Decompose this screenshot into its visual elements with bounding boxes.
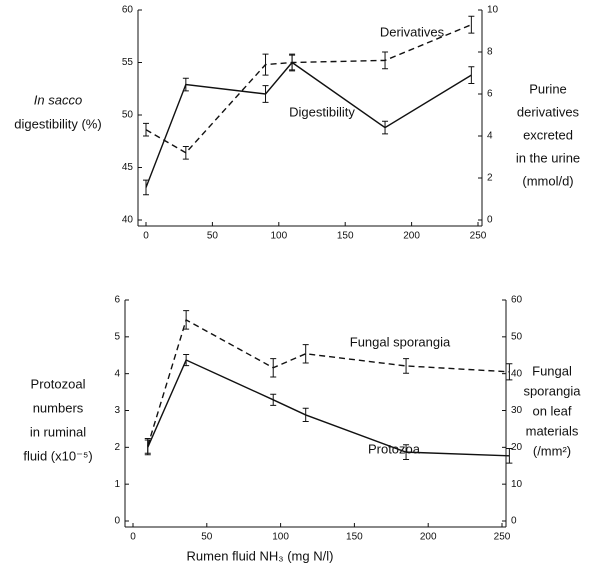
x-tick-label: 0: [143, 231, 149, 242]
x-tick-label: 100: [270, 231, 287, 242]
y-tick-label: 55: [122, 57, 134, 68]
x-tick-label: 200: [403, 231, 420, 242]
y2-tick-label: 50: [511, 331, 523, 342]
error-bar: [262, 85, 269, 103]
y2-tick-label: 2: [487, 173, 493, 184]
y-tick-label: 3: [114, 405, 120, 416]
y2-tick-label: 0: [487, 215, 493, 226]
y2-tick-label: 60: [511, 295, 523, 306]
x-tick-label: 50: [207, 231, 219, 242]
error-bar: [183, 354, 190, 367]
y-tick-label: 40: [122, 215, 134, 226]
y2-axis-label: (/mm²): [533, 443, 571, 458]
y2-tick-label: 6: [487, 89, 493, 100]
error-bar: [403, 444, 410, 460]
y2-axis-label: materials: [526, 423, 579, 438]
y2-axis-label: (mmol/d): [522, 173, 573, 188]
error-bar: [262, 53, 269, 76]
y2-axis-label: Purine: [529, 81, 567, 96]
error-bar: [506, 363, 513, 381]
y-axis-label: Protozoal: [31, 376, 86, 391]
y2-axis-label: on leaf: [532, 403, 571, 418]
series-line: [147, 359, 510, 457]
error-bar: [143, 122, 149, 137]
x-axis-label: Rumen fluid NH₃ (mg N/l): [187, 548, 334, 563]
y2-axis-label: derivatives: [517, 104, 580, 119]
y2-tick-label: 20: [511, 442, 523, 453]
error-bar: [270, 393, 277, 406]
series-label: Derivatives: [380, 24, 445, 39]
x-tick-label: 150: [337, 231, 354, 242]
y2-axis-label: Fungal: [532, 363, 572, 378]
error-bar: [302, 407, 309, 423]
y2-tick-label: 10: [511, 479, 523, 490]
series-line: [145, 24, 472, 154]
error-bar: [468, 15, 475, 34]
y-tick-label: 0: [114, 516, 120, 527]
error-bar: [289, 53, 296, 72]
series-label: Protozoa: [368, 441, 421, 456]
error-bar: [382, 120, 389, 135]
y-axis-label: In sacco: [34, 92, 82, 107]
y-tick-label: 6: [114, 295, 120, 306]
y-tick-label: 4: [114, 368, 120, 379]
error-bar: [143, 179, 149, 196]
y-axis-label: numbers: [33, 400, 84, 415]
y2-axis-label: in the urine: [516, 150, 580, 165]
x-tick-label: 150: [346, 532, 363, 543]
x-tick-label: 250: [470, 231, 487, 242]
series-label: Digestibility: [289, 104, 355, 119]
error-bar: [506, 447, 513, 464]
x-tick-label: 0: [130, 532, 136, 543]
error-bar: [302, 344, 309, 364]
y-tick-label: 5: [114, 331, 120, 342]
x-tick-label: 100: [272, 532, 289, 543]
series-label: Fungal sporangia: [350, 334, 451, 349]
y2-tick-label: 0: [511, 516, 517, 527]
y2-axis-label: excreted: [523, 127, 573, 142]
y-axis-label: fluid (x10⁻⁵): [23, 448, 92, 463]
error-bar: [183, 310, 190, 330]
y2-tick-label: 40: [511, 368, 523, 379]
series-line: [147, 318, 510, 447]
y2-tick-label: 8: [487, 47, 493, 58]
y2-tick-label: 10: [487, 5, 499, 16]
y-tick-label: 2: [114, 442, 120, 453]
error-bar: [182, 146, 189, 160]
y-tick-label: 1: [114, 479, 120, 490]
error-bar: [468, 66, 475, 84]
y2-tick-label: 4: [487, 131, 493, 142]
y-tick-label: 50: [122, 110, 134, 121]
y-axis-label: digestibility (%): [14, 116, 101, 131]
error-bar: [270, 358, 277, 378]
y2-tick-label: 30: [511, 405, 523, 416]
x-tick-label: 250: [494, 532, 511, 543]
x-tick-label: 200: [420, 532, 437, 543]
error-bar: [382, 51, 389, 70]
x-tick-label: 50: [201, 532, 213, 543]
series-line: [145, 61, 472, 188]
y2-axis-label: sporangia: [523, 383, 581, 398]
y-tick-label: 45: [122, 162, 134, 173]
error-bar: [403, 358, 410, 374]
error-bar: [182, 77, 189, 92]
error-bar: [144, 437, 151, 454]
y-axis-label: in ruminal: [30, 424, 86, 439]
y-tick-label: 60: [122, 5, 134, 16]
